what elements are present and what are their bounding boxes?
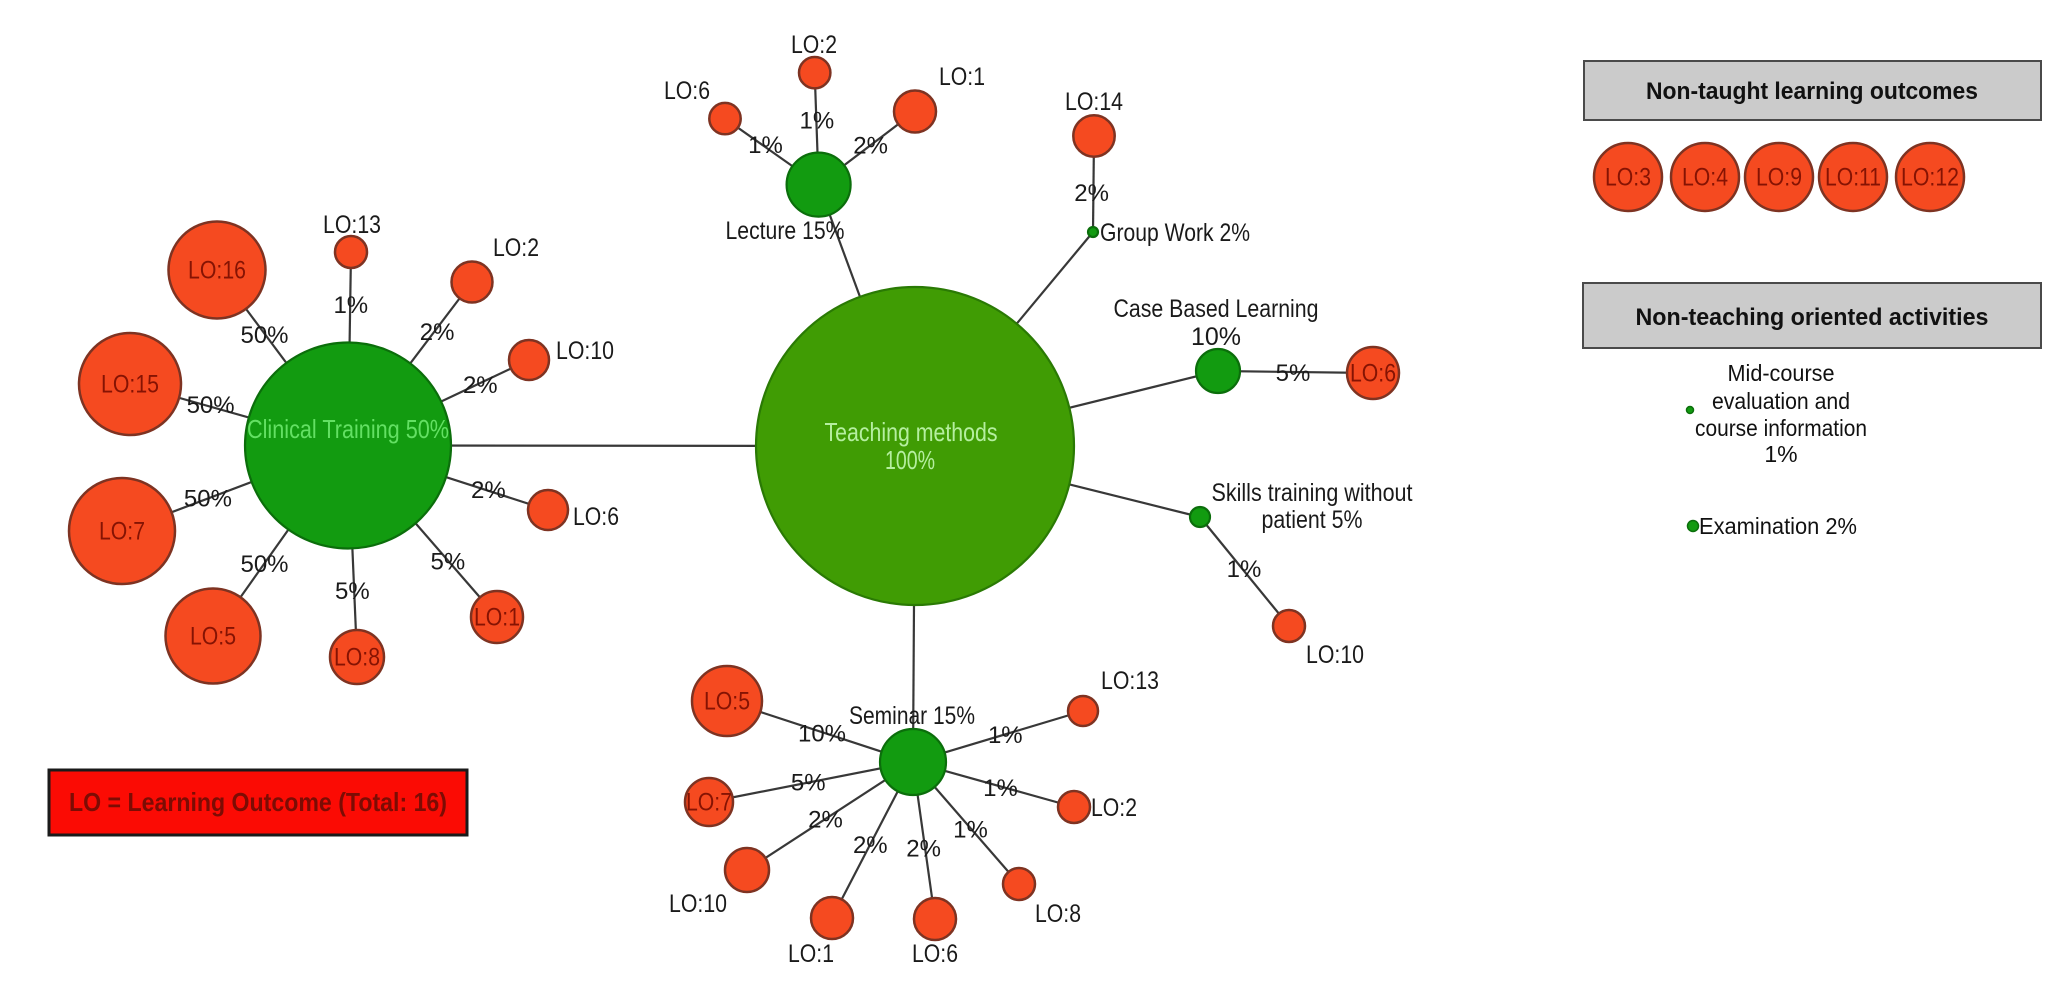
svg-text:LO:2: LO:2 xyxy=(1091,794,1137,822)
svg-text:LO:9: LO:9 xyxy=(1756,164,1802,192)
svg-text:LO:5: LO:5 xyxy=(704,688,750,716)
svg-text:2%: 2% xyxy=(906,835,941,862)
svg-text:Non-teaching oriented activiti: Non-teaching oriented activities xyxy=(1636,304,1989,331)
svg-text:LO:12: LO:12 xyxy=(1901,164,1959,192)
svg-text:LO:7: LO:7 xyxy=(686,789,732,817)
svg-text:1%: 1% xyxy=(953,817,988,844)
svg-text:LO:10: LO:10 xyxy=(556,337,614,365)
svg-text:LO:11: LO:11 xyxy=(1825,164,1881,192)
svg-text:LO:2: LO:2 xyxy=(493,234,539,262)
svg-text:LO:14: LO:14 xyxy=(1065,88,1123,116)
svg-text:1%: 1% xyxy=(1227,556,1262,583)
svg-text:LO:13: LO:13 xyxy=(1101,667,1159,695)
svg-text:LO:10: LO:10 xyxy=(669,890,727,918)
svg-text:Teaching methods: Teaching methods xyxy=(825,417,998,447)
svg-text:50%: 50% xyxy=(240,322,288,349)
svg-text:Seminar 15%: Seminar 15% xyxy=(849,702,975,730)
svg-text:Non-taught learning outcomes: Non-taught learning outcomes xyxy=(1646,78,1978,105)
svg-text:LO:2: LO:2 xyxy=(791,31,837,59)
svg-text:1%: 1% xyxy=(1764,441,1797,467)
svg-text:Clinical Training 50%: Clinical Training 50% xyxy=(247,414,449,444)
svg-text:2%: 2% xyxy=(853,133,888,160)
svg-text:LO:6: LO:6 xyxy=(573,503,619,531)
svg-text:10%: 10% xyxy=(798,720,846,747)
svg-text:Case Based Learning: Case Based Learning xyxy=(1114,295,1319,323)
svg-text:LO:1: LO:1 xyxy=(788,940,834,968)
svg-text:LO:4: LO:4 xyxy=(1682,164,1728,192)
svg-text:Examination 2%: Examination 2% xyxy=(1699,513,1857,539)
svg-text:50%: 50% xyxy=(184,485,232,512)
svg-text:1%: 1% xyxy=(748,132,783,159)
svg-text:LO:5: LO:5 xyxy=(190,623,236,651)
svg-text:50%: 50% xyxy=(187,392,235,419)
svg-text:LO:16: LO:16 xyxy=(188,257,246,285)
svg-text:LO:8: LO:8 xyxy=(334,644,380,672)
svg-text:Group Work 2%: Group Work 2% xyxy=(1100,219,1250,247)
svg-text:2%: 2% xyxy=(463,372,498,399)
svg-text:LO:8: LO:8 xyxy=(1035,900,1081,928)
svg-text:5%: 5% xyxy=(431,548,466,575)
svg-text:2%: 2% xyxy=(853,832,888,859)
svg-text:LO:7: LO:7 xyxy=(99,518,145,546)
svg-text:course information: course information xyxy=(1695,415,1867,441)
svg-text:LO = Learning Outcome (Total:: LO = Learning Outcome (Total: 16) xyxy=(69,787,447,817)
svg-text:1%: 1% xyxy=(333,292,368,319)
svg-text:2%: 2% xyxy=(420,319,455,346)
svg-text:LO:3: LO:3 xyxy=(1605,164,1651,192)
svg-text:LO:10: LO:10 xyxy=(1306,641,1364,669)
svg-text:patient 5%: patient 5% xyxy=(1262,506,1363,534)
svg-text:5%: 5% xyxy=(1276,360,1311,387)
svg-text:LO:1: LO:1 xyxy=(939,63,985,91)
svg-text:50%: 50% xyxy=(240,551,288,578)
svg-text:LO:15: LO:15 xyxy=(101,371,159,399)
svg-text:LO:6: LO:6 xyxy=(664,77,710,105)
svg-text:LO:13: LO:13 xyxy=(323,211,381,239)
svg-text:100%: 100% xyxy=(885,445,935,475)
svg-text:10%: 10% xyxy=(1191,323,1241,351)
svg-text:1%: 1% xyxy=(800,107,835,134)
svg-text:Mid-course: Mid-course xyxy=(1728,360,1835,386)
svg-text:Lecture 15%: Lecture 15% xyxy=(726,217,845,245)
svg-text:1%: 1% xyxy=(983,775,1018,802)
svg-text:5%: 5% xyxy=(335,578,370,605)
svg-text:evaluation and: evaluation and xyxy=(1712,388,1850,414)
svg-text:LO:1: LO:1 xyxy=(474,604,520,632)
svg-text:LO:6: LO:6 xyxy=(1350,360,1396,388)
svg-text:2%: 2% xyxy=(808,807,843,834)
svg-text:2%: 2% xyxy=(1074,180,1109,207)
svg-text:Skills training without: Skills training without xyxy=(1212,479,1413,507)
svg-text:1%: 1% xyxy=(988,722,1023,749)
svg-text:LO:6: LO:6 xyxy=(912,940,958,968)
svg-text:5%: 5% xyxy=(791,769,826,796)
svg-text:2%: 2% xyxy=(471,477,506,504)
